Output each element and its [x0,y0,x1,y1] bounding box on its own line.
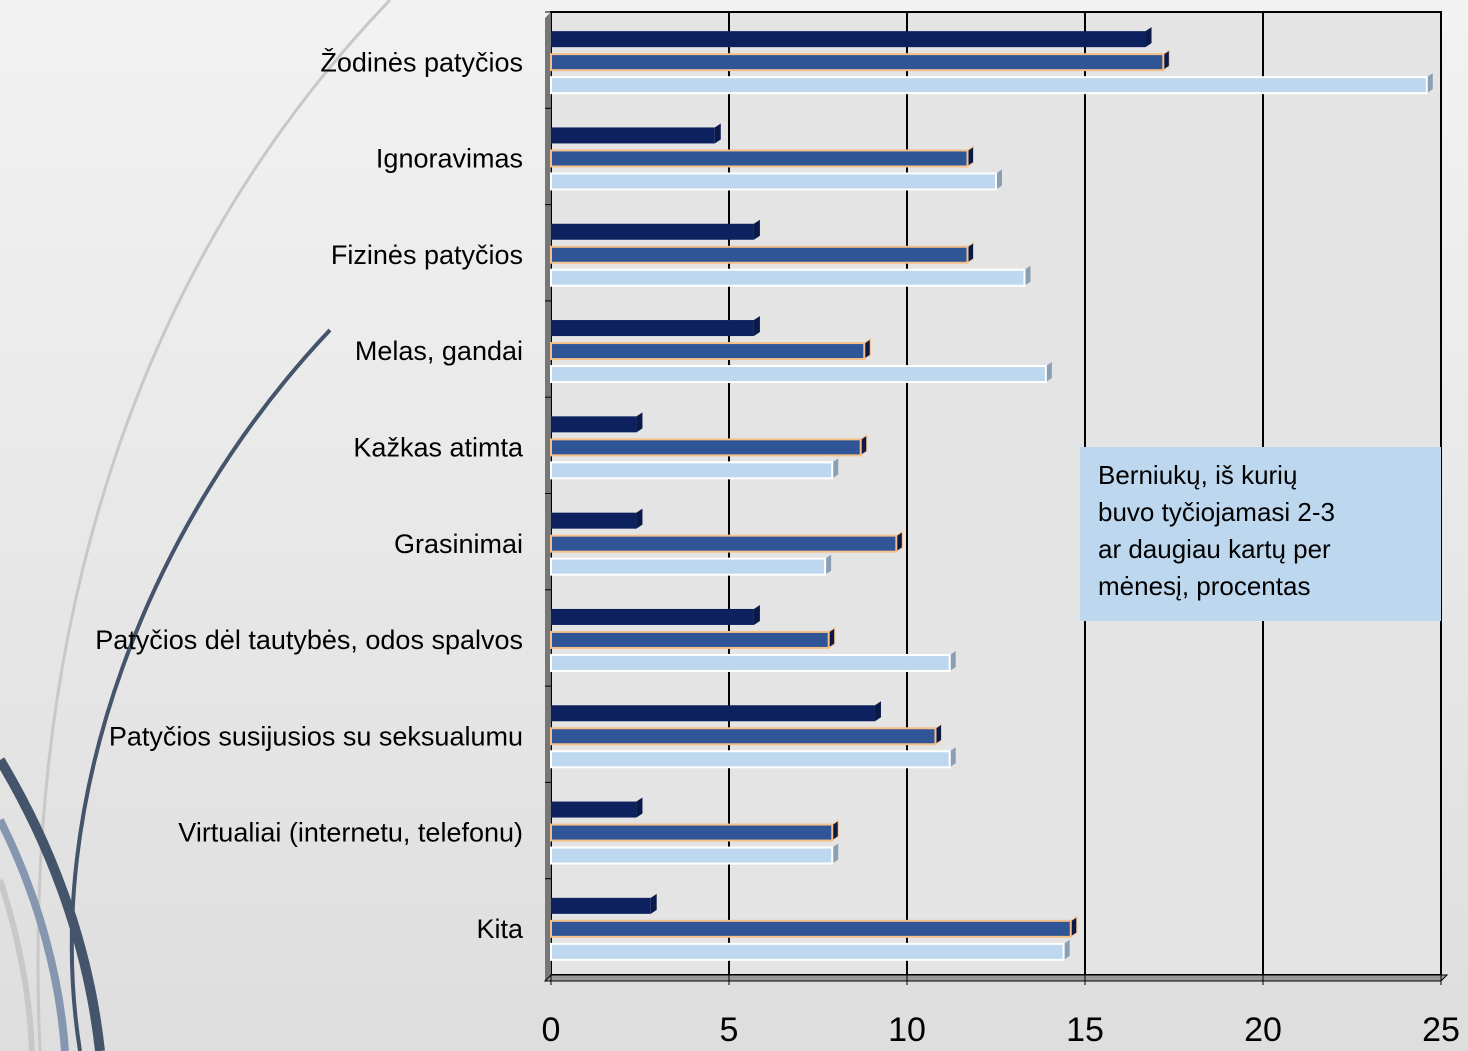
bar [551,801,637,818]
bar [551,897,651,914]
bar [550,245,969,264]
annotation-line: Berniukų, iš kurių [1098,460,1297,490]
x-tick-label: 10 [888,1011,926,1049]
axis-wall [545,12,551,981]
bar [551,512,637,529]
bar [550,461,834,480]
annotation-line: buvo tyčiojamasi 2-3 [1098,497,1335,527]
bar [550,534,898,553]
bar-depth [1063,939,1070,960]
annotation-box [1080,447,1441,621]
bar [550,823,834,842]
decoration [0,0,392,1051]
y-tick-label: Patyčios susijusios su seksualumu [109,721,523,751]
bar [550,268,1026,287]
bar [550,846,834,865]
y-tick-label: Fizinės patyčios [331,240,523,270]
bar [551,608,754,625]
bar [550,942,1065,961]
bar [551,127,715,144]
axis-floor [543,974,1449,982]
bar [550,342,866,361]
y-tick-label: Patyčios dėl tautybės, odos spalvos [95,625,523,655]
y-tick-label: Žodinės patyčios [320,46,523,77]
bar-depth [996,169,1002,190]
bar-depth [832,458,839,479]
bar-depth [753,604,760,625]
bar [550,750,951,769]
bar [550,919,1072,938]
bar [551,31,1146,48]
annotation-line: ar daugiau kartų per [1098,534,1331,564]
x-tick-label: 0 [542,1011,561,1049]
bar [550,149,969,168]
bar-depth [753,316,760,337]
bar-depth [1024,265,1031,286]
annotation-line: mėnesį, procentas [1098,571,1310,601]
bar [551,416,637,433]
bar-depth [636,797,643,818]
bar-depth [714,123,721,144]
bar [550,53,1165,72]
bar [551,320,754,337]
bar-depth [650,893,657,914]
x-tick-label: 5 [720,1011,739,1049]
bar-depth [636,412,643,433]
y-tick-label: Melas, gandai [355,336,523,366]
y-tick-label: Grasinimai [394,529,523,559]
y-tick-label: Kažkas atimta [353,432,524,462]
bar [550,557,827,576]
bar [551,705,875,722]
bar-depth [874,701,881,722]
x-tick-label: 25 [1422,1011,1460,1049]
bar-depth [1426,73,1433,94]
y-tick-label: Kita [476,914,524,944]
x-tick-label: 20 [1244,1011,1282,1049]
bar-depth [825,554,832,575]
y-tick-label: Virtualiai (internetu, telefonu) [178,818,523,848]
bar [550,172,997,191]
bar [550,653,951,672]
bar-depth [1045,362,1052,383]
bar-depth [636,508,643,529]
bar [550,76,1428,95]
bar [550,727,937,746]
bar [551,223,754,240]
y-tick-label: Ignoravimas [376,144,523,174]
bar-depth [1145,27,1152,48]
bar-depth [753,219,760,240]
annotation: Berniukų, iš kurių buvo tyčiojamasi 2-3 ar… [1080,447,1441,621]
bar-depth [949,650,956,671]
bar [550,438,862,457]
x-tick-label: 15 [1066,1011,1104,1049]
bar-depth [832,843,839,864]
bar-depth [949,747,956,768]
bar [550,630,830,649]
bar [550,365,1047,384]
